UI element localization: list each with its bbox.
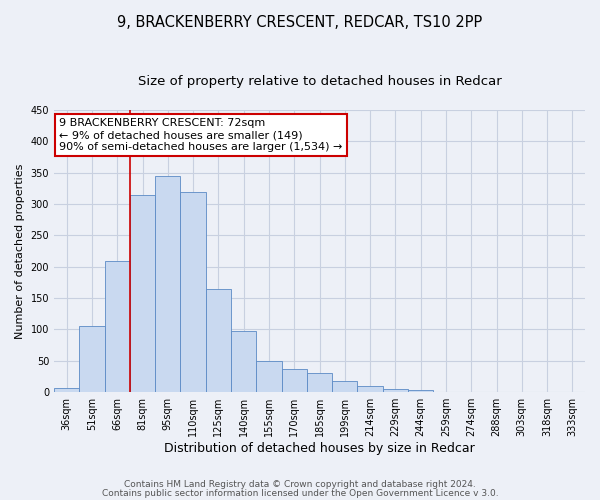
- Bar: [104, 260, 130, 392]
- Bar: [206, 288, 231, 392]
- Bar: [408, 390, 433, 392]
- Bar: [155, 176, 181, 392]
- Bar: [256, 361, 281, 392]
- Bar: [332, 381, 358, 392]
- Bar: [181, 192, 206, 392]
- X-axis label: Distribution of detached houses by size in Redcar: Distribution of detached houses by size …: [164, 442, 475, 455]
- Text: Contains HM Land Registry data © Crown copyright and database right 2024.: Contains HM Land Registry data © Crown c…: [124, 480, 476, 489]
- Bar: [54, 388, 79, 392]
- Text: 9 BRACKENBERRY CRESCENT: 72sqm
← 9% of detached houses are smaller (149)
90% of : 9 BRACKENBERRY CRESCENT: 72sqm ← 9% of d…: [59, 118, 343, 152]
- Bar: [231, 332, 256, 392]
- Bar: [383, 389, 408, 392]
- Bar: [358, 386, 383, 392]
- Bar: [79, 326, 104, 392]
- Bar: [307, 374, 332, 392]
- Bar: [281, 369, 307, 392]
- Bar: [130, 194, 155, 392]
- Y-axis label: Number of detached properties: Number of detached properties: [15, 164, 25, 339]
- Text: 9, BRACKENBERRY CRESCENT, REDCAR, TS10 2PP: 9, BRACKENBERRY CRESCENT, REDCAR, TS10 2…: [118, 15, 482, 30]
- Text: Contains public sector information licensed under the Open Government Licence v : Contains public sector information licen…: [101, 488, 499, 498]
- Title: Size of property relative to detached houses in Redcar: Size of property relative to detached ho…: [137, 75, 502, 88]
